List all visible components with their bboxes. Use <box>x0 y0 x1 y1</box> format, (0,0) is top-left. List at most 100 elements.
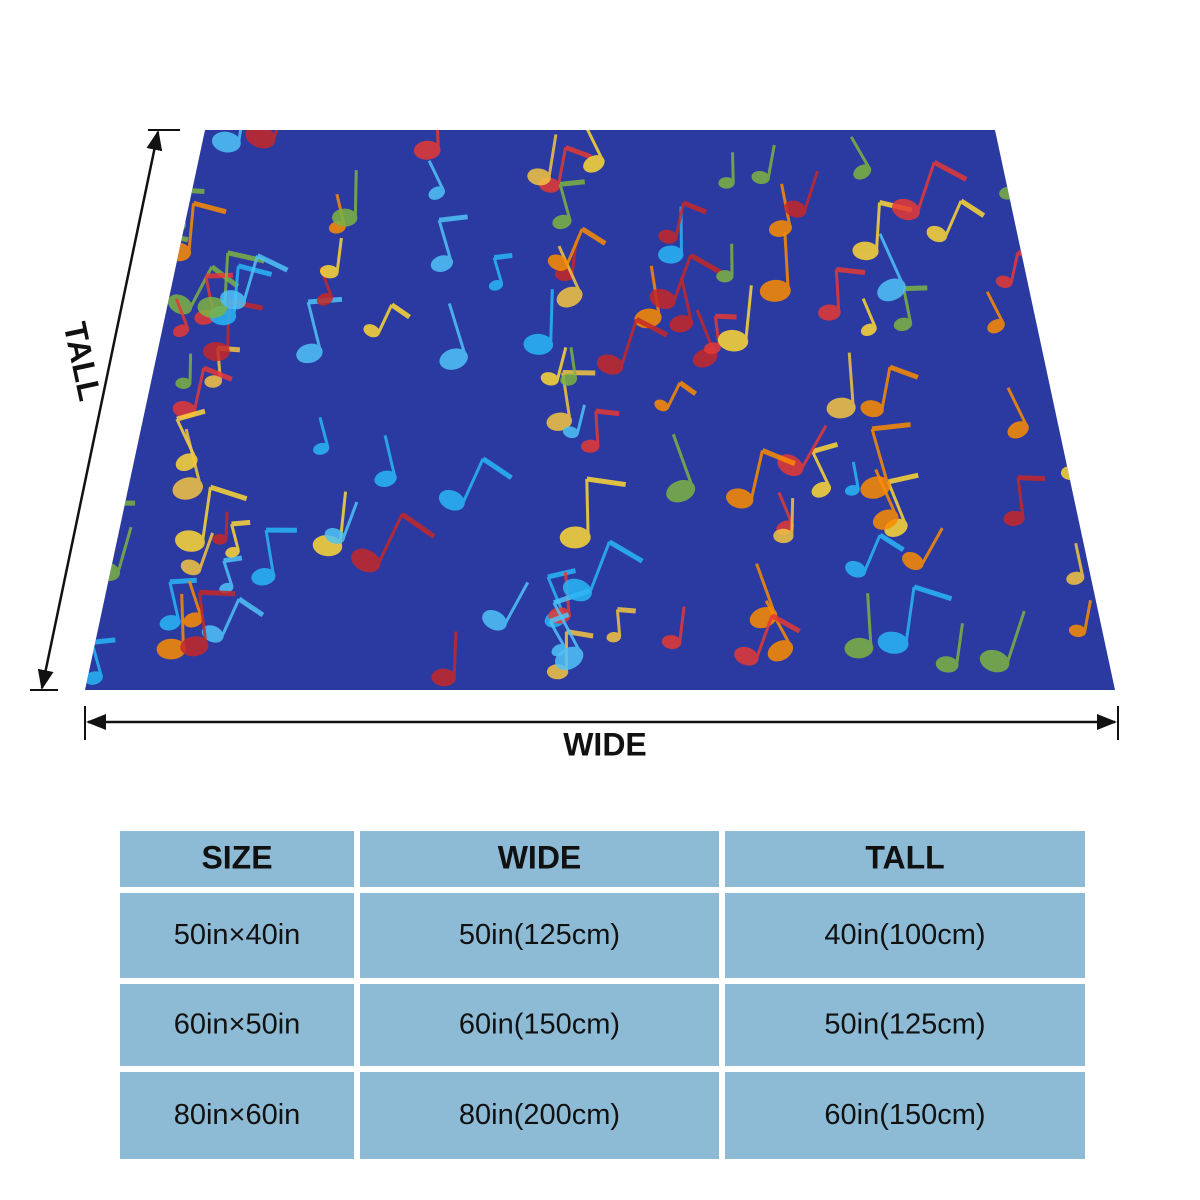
music-note <box>552 179 586 230</box>
music-note <box>319 237 343 279</box>
music-note <box>979 610 1026 673</box>
note-stem <box>811 450 831 487</box>
note-stem <box>1088 208 1100 236</box>
note-stem <box>777 491 794 526</box>
note-head <box>1076 228 1092 240</box>
note-head <box>902 551 924 571</box>
note-beam <box>761 448 796 467</box>
music-note <box>811 441 839 498</box>
note-stem <box>179 189 186 225</box>
note-stem <box>184 428 202 486</box>
music-note <box>658 200 708 244</box>
note-stem <box>188 353 193 384</box>
note-stem <box>163 136 184 170</box>
note-stem <box>755 563 777 615</box>
music-note <box>556 245 583 308</box>
music-note <box>717 285 753 352</box>
note-head <box>826 397 856 419</box>
note-head <box>751 170 770 185</box>
note-stem <box>224 511 229 540</box>
note-head <box>296 343 323 364</box>
note-stem <box>674 202 685 239</box>
note-head <box>649 288 676 310</box>
note-stem <box>335 237 343 273</box>
note-stem <box>124 439 135 475</box>
music-note <box>488 252 513 291</box>
note-head <box>523 333 554 355</box>
note-head <box>1049 130 1069 144</box>
note-stem <box>880 366 892 411</box>
note-stem <box>174 298 190 329</box>
music-note <box>159 577 197 631</box>
note-stem <box>749 450 764 502</box>
note-beam <box>237 263 273 277</box>
note-stem <box>1067 258 1081 307</box>
note-head <box>580 439 600 453</box>
note-stem <box>1062 380 1079 419</box>
note-stem <box>594 411 600 446</box>
note-stem <box>549 289 554 345</box>
note-head <box>1011 190 1037 211</box>
note-stem <box>955 623 964 666</box>
note-head <box>556 286 583 308</box>
table-text: 60in(150cm) <box>459 1009 620 1041</box>
note-stem <box>919 527 944 567</box>
note-stem <box>764 600 792 647</box>
table-header: SIZE <box>201 839 272 875</box>
music-note <box>726 448 796 509</box>
note-stem <box>665 381 682 409</box>
note-stem <box>1010 158 1018 193</box>
size-table: SIZE WIDE TALL 50in×40in 50in(125cm) 40in(100… <box>120 831 1085 1159</box>
music-note <box>1045 258 1081 313</box>
note-stem <box>306 301 322 352</box>
note-beam <box>549 612 570 624</box>
note-beam <box>871 422 911 432</box>
note-stem <box>502 581 530 627</box>
note-head <box>488 280 504 291</box>
note-stem <box>799 425 828 472</box>
note-head <box>562 578 592 602</box>
note-stem <box>1010 151 1035 196</box>
music-note <box>1074 151 1090 187</box>
note-beam <box>913 584 953 602</box>
note-head <box>893 317 913 332</box>
note-stem <box>383 435 397 477</box>
note-beam <box>176 408 206 422</box>
note-stem <box>124 194 132 253</box>
note-head <box>1052 307 1076 324</box>
music-note <box>661 606 686 650</box>
table-cell <box>725 831 1085 887</box>
music-note <box>562 404 586 439</box>
table-cell <box>360 1072 719 1159</box>
note-head <box>759 279 791 302</box>
note-beam <box>1070 269 1100 278</box>
note-beam <box>682 200 708 215</box>
music-note <box>826 352 856 419</box>
note-stem <box>460 458 485 506</box>
note-head <box>818 304 841 321</box>
note-stem <box>878 233 905 286</box>
music-note <box>527 134 558 186</box>
note-head <box>1066 571 1085 585</box>
music-note <box>669 277 694 333</box>
note-stem <box>575 404 586 435</box>
note-head <box>93 224 124 249</box>
note-stem <box>90 178 122 231</box>
note-beam <box>1078 104 1103 116</box>
note-stem <box>341 501 359 540</box>
note-stem <box>1016 477 1025 518</box>
note-head <box>363 324 380 338</box>
music-note <box>902 527 944 571</box>
note-stem <box>902 288 913 324</box>
note-stem <box>861 298 877 328</box>
note-stem <box>886 481 907 525</box>
note-beam <box>559 179 586 187</box>
note-stem <box>1005 610 1026 666</box>
note-head <box>606 632 621 643</box>
note-beam <box>205 272 233 279</box>
note-head <box>220 290 246 310</box>
note-stem <box>242 255 259 304</box>
note-head <box>1068 624 1087 638</box>
note-head <box>1058 412 1079 429</box>
